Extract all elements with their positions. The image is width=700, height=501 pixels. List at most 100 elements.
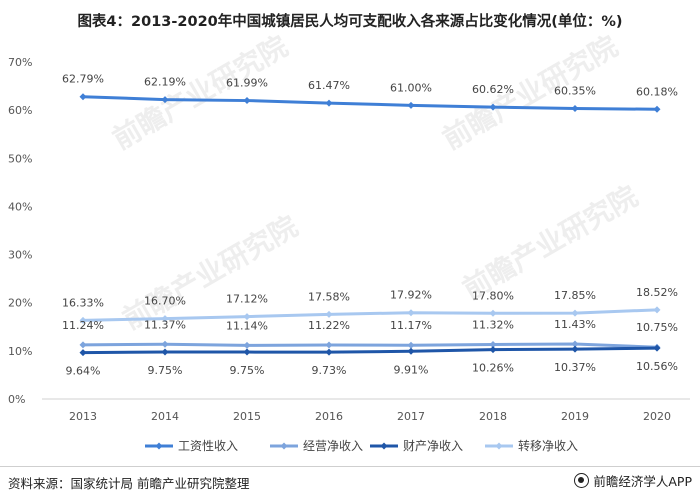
y-tick-label: 60% (8, 104, 32, 117)
data-point (325, 310, 333, 318)
series-line (82, 308, 658, 322)
x-tick-label: 2017 (397, 410, 425, 423)
watermark-text: 前瞻产业研究院 (457, 179, 643, 306)
series-line (82, 346, 658, 355)
data-label: 9.75% (230, 364, 265, 377)
data-point (653, 105, 661, 113)
data-point (325, 99, 333, 107)
data-labels: 62.79% 62.19% 61.99% 61.47% 61.00% 60.62% 60.3… (62, 73, 678, 378)
y-tick-label: 30% (8, 249, 32, 262)
brand-logo-icon (574, 473, 590, 488)
legend-swatch-marker (155, 442, 163, 450)
data-point (407, 101, 415, 109)
x-tick-label: 2014 (151, 410, 179, 423)
axes: 0% 10% 20% 30% 40% 50% 60% 70% 2013 2014 2015 2016 2… (8, 56, 690, 423)
data-point (243, 313, 251, 321)
x-tick-label: 2015 (233, 410, 261, 423)
data-point (571, 340, 579, 348)
data-label: 61.47% (308, 79, 350, 92)
data-point (79, 341, 87, 349)
y-tick-label: 10% (8, 345, 32, 358)
data-label: 17.58% (308, 290, 350, 303)
data-label: 11.24% (62, 319, 104, 332)
data-point (79, 93, 87, 101)
data-label: 10.26% (472, 362, 514, 375)
data-label: 60.35% (554, 84, 596, 97)
brand-name: 前瞻经济学人APP (593, 474, 692, 489)
data-label: 10.37% (554, 361, 596, 374)
legend-swatch-marker (380, 442, 388, 450)
y-tick-label: 0% (8, 393, 25, 406)
footer-divider (0, 466, 700, 467)
x-tick-label: 2016 (315, 410, 343, 423)
data-point (161, 315, 169, 323)
data-label: 9.73% (312, 364, 347, 377)
data-point (489, 309, 497, 317)
data-point (325, 348, 333, 356)
legend-label: 工资性收入 (178, 439, 238, 453)
series-4 (79, 306, 661, 324)
data-label: 11.17% (390, 319, 432, 332)
series-3 (79, 344, 661, 357)
data-point (243, 348, 251, 356)
legend-label: 转移净收入 (518, 438, 578, 453)
data-label: 11.32% (472, 319, 514, 332)
data-point (325, 341, 333, 349)
data-point (571, 104, 579, 112)
data-point (407, 309, 415, 317)
data-label: 11.14% (226, 319, 268, 332)
legend-label: 经营净收入 (303, 439, 363, 453)
data-point (243, 97, 251, 105)
series-2 (79, 340, 661, 351)
data-label: 11.37% (144, 318, 186, 331)
source-note: 资料来源：国家统计局 前瞻产业研究院整理 (8, 476, 250, 491)
data-point (79, 316, 87, 324)
legend-swatch-marker (280, 442, 288, 450)
data-label: 61.00% (390, 81, 432, 94)
data-point (489, 341, 497, 349)
x-tick-label: 2013 (69, 410, 97, 423)
data-point (571, 345, 579, 353)
data-point (243, 341, 251, 349)
data-point (653, 306, 661, 314)
data-label: 10.75% (636, 321, 678, 334)
data-point (407, 341, 415, 349)
series-line (82, 342, 658, 349)
series-1 (79, 93, 661, 113)
data-label: 11.43% (554, 318, 596, 331)
data-label: 9.75% (148, 364, 183, 377)
x-tick-label: 2020 (643, 410, 671, 423)
data-label: 17.12% (226, 293, 268, 306)
series-layer (79, 93, 661, 357)
legend: 工资性收入 经营净收入 财产净收入 转移净收入 (145, 438, 578, 453)
data-label: 18.52% (636, 286, 678, 299)
data-label: 16.70% (144, 295, 186, 308)
data-label: 9.91% (394, 363, 429, 376)
data-point (161, 340, 169, 348)
data-label: 16.33% (62, 296, 104, 309)
data-point (161, 348, 169, 356)
brand-mark: 前瞻经济学人APP (574, 471, 692, 490)
x-tick-label: 2018 (479, 410, 507, 423)
data-label: 10.56% (636, 360, 678, 373)
data-point (79, 349, 87, 357)
series-line (82, 95, 658, 111)
data-label: 11.22% (308, 319, 350, 332)
watermark-text: 前瞻产业研究院 (107, 29, 293, 156)
data-point (571, 309, 579, 317)
data-label: 9.64% (66, 365, 101, 378)
data-label: 60.62% (472, 83, 514, 96)
legend-label: 财产净收入 (403, 439, 463, 453)
data-point (489, 346, 497, 354)
legend-swatch-marker (495, 442, 503, 450)
data-label: 60.18% (636, 85, 678, 98)
y-tick-label: 70% (8, 56, 32, 69)
data-label: 17.85% (554, 289, 596, 302)
data-point (407, 347, 415, 355)
chart-title: 图表4：2013-2020年中国城镇居民人均可支配收入各来源占比变化情况(单位：… (77, 14, 623, 30)
y-tick-label: 20% (8, 297, 32, 310)
y-tick-label: 50% (8, 152, 32, 165)
data-label: 17.92% (390, 289, 432, 302)
data-point (489, 103, 497, 111)
data-label: 61.99% (226, 77, 268, 90)
